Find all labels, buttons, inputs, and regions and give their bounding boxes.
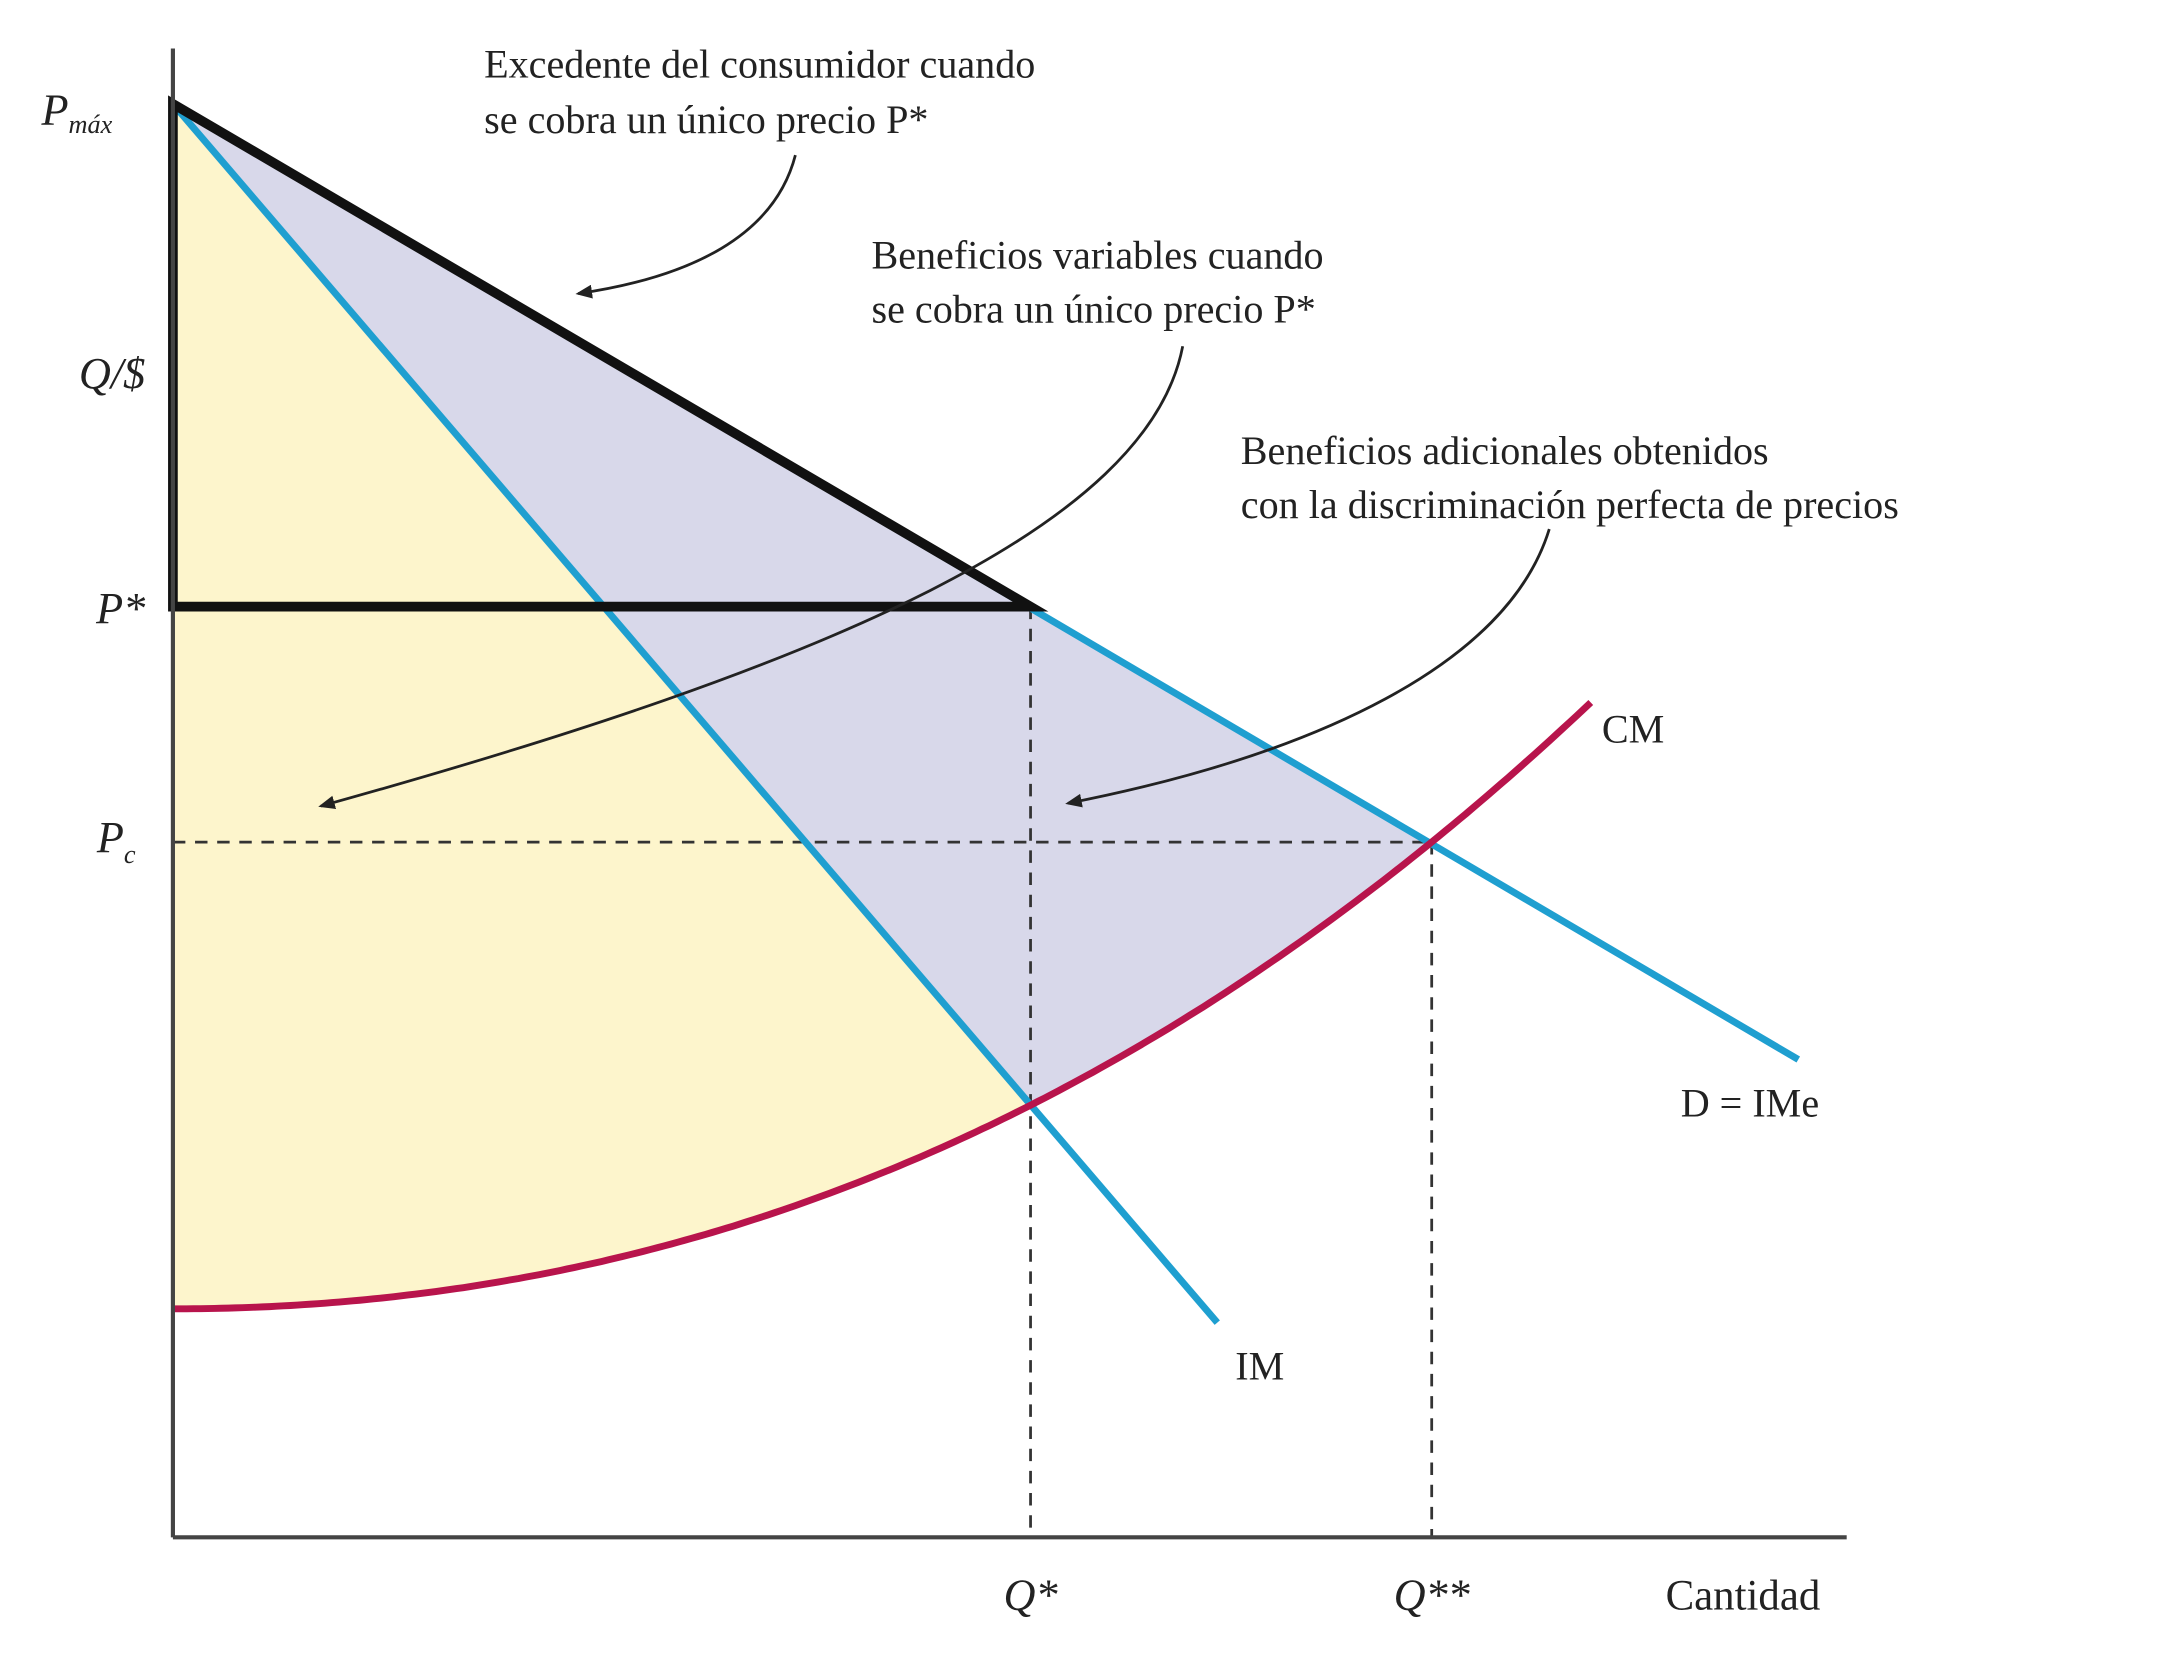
y-label-sub: máx xyxy=(69,110,113,139)
mc-curve xyxy=(172,699,1594,1313)
curve-label: CM xyxy=(1602,706,1664,751)
annotation-line: Beneficios adicionales obtenidos xyxy=(1241,428,1769,473)
x-label: Cantidad xyxy=(1666,1572,1821,1619)
y-label: P* xyxy=(95,584,146,633)
y-label-base: P xyxy=(96,813,124,862)
arrow xyxy=(1065,528,1551,808)
y-label: Q/$ xyxy=(79,349,145,398)
curve-label: D = IMe xyxy=(1681,1080,1819,1125)
y-label: Pc xyxy=(96,813,136,869)
y-label: Pmáx xyxy=(40,86,112,139)
annotation-line: se cobra un único precio P* xyxy=(871,287,1315,332)
arrows xyxy=(318,154,1551,810)
annotation-line: se cobra un único precio P* xyxy=(484,97,928,142)
curve-label: IM xyxy=(1235,1343,1284,1388)
x-label: Q* xyxy=(1004,1570,1059,1619)
yellow-area xyxy=(172,103,1031,1309)
arrow xyxy=(318,345,1185,810)
y-label-sub: c xyxy=(124,840,136,869)
x-label: Q** xyxy=(1394,1570,1471,1619)
axes xyxy=(170,48,1847,1540)
annotation-line: Excedente del consumidor cuando xyxy=(484,42,1035,87)
arrow xyxy=(575,154,797,299)
annotation-line: con la discriminación perfecta de precio… xyxy=(1241,482,1899,527)
mr-line xyxy=(170,101,1220,1325)
y-label-base: P xyxy=(40,86,68,135)
annotation-line: Beneficios variables cuando xyxy=(871,233,1323,278)
